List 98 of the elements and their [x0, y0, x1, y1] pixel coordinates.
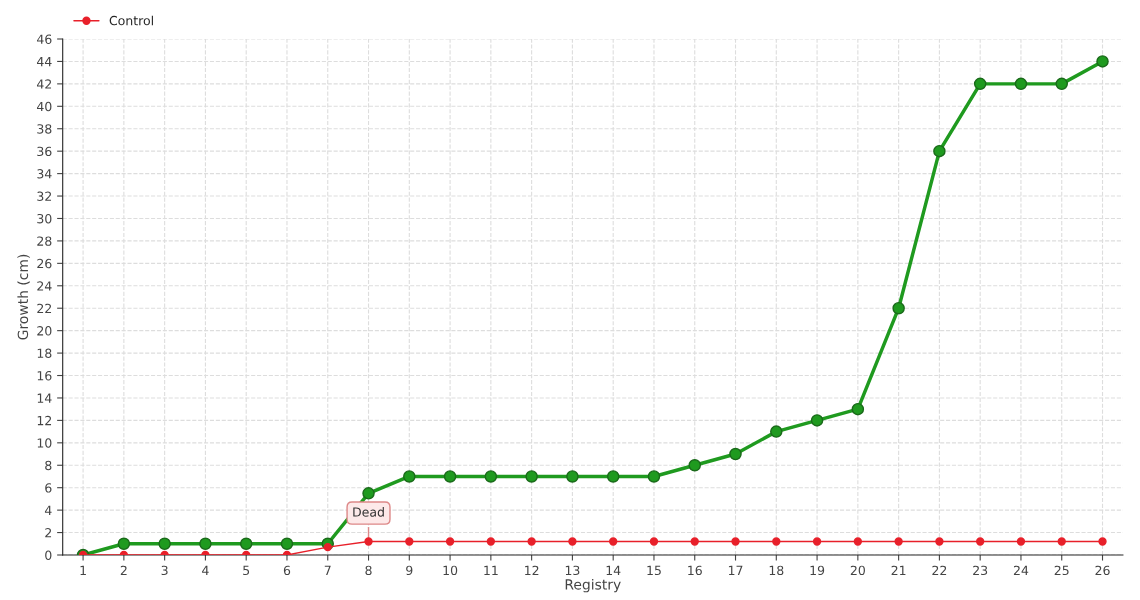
point — [199, 537, 212, 551]
point — [851, 402, 865, 416]
point — [445, 537, 455, 546]
point — [527, 537, 536, 546]
x-tick-label: 1 — [80, 565, 86, 575]
point — [1057, 537, 1066, 546]
x-tick-label: 3 — [161, 565, 168, 576]
y-tick-label: 40 — [36, 101, 52, 112]
point — [933, 144, 946, 158]
point — [731, 537, 740, 546]
y-tick-label: 20 — [37, 326, 52, 336]
x-tick-label: 10 — [443, 565, 458, 576]
x-tick-label: 14 — [606, 565, 621, 575]
point — [486, 537, 496, 546]
point — [647, 470, 661, 483]
y-tick-label: 8 — [45, 460, 52, 471]
x-tick-label: 23 — [973, 565, 988, 576]
point — [649, 537, 659, 546]
y-axis-title: Growth (cm) — [17, 254, 30, 340]
point — [323, 542, 332, 552]
point — [609, 537, 618, 546]
y-tick-label: 12 — [37, 415, 52, 426]
point — [566, 470, 579, 483]
y-tick-label: 14 — [37, 393, 52, 403]
point — [976, 537, 985, 546]
point — [405, 537, 414, 546]
x-tick-label: 21 — [891, 565, 906, 575]
y-tick-label: 36 — [37, 146, 52, 157]
x-tick-label: 5 — [243, 565, 250, 576]
legend-label: Control — [109, 15, 153, 26]
y-tick-label: 34 — [37, 169, 52, 179]
x-tick-label: 24 — [1013, 565, 1029, 575]
y-tick-label: 24 — [37, 281, 52, 291]
y-tick-label: 44 — [36, 57, 52, 67]
point — [606, 470, 620, 483]
x-tick-label: 18 — [769, 565, 784, 576]
point — [772, 537, 781, 546]
annotation: Dead — [353, 507, 384, 517]
point — [239, 537, 253, 551]
y-tick-label: 6 — [45, 483, 52, 493]
y-tick-label: 16 — [37, 370, 52, 381]
y-tick-label: 4 — [44, 505, 52, 515]
point — [443, 470, 457, 483]
point — [810, 414, 824, 427]
point — [690, 537, 699, 546]
point — [1096, 55, 1109, 68]
x-tick-label: 16 — [688, 565, 702, 576]
point — [688, 459, 701, 472]
y-tick-label: 22 — [37, 303, 52, 313]
point — [364, 537, 373, 546]
y-tick-label: 2 — [45, 528, 52, 538]
point — [853, 537, 863, 546]
x-tick-label: 25 — [1054, 565, 1069, 576]
point — [484, 470, 498, 483]
y-tick-label: 18 — [37, 348, 52, 359]
x-tick-label: 20 — [850, 565, 865, 576]
x-tick-label: 7 — [324, 565, 331, 575]
point — [117, 537, 131, 551]
y-tick-label: 26 — [37, 258, 52, 269]
y-tick-label: 32 — [37, 191, 52, 201]
y-tick-label: 10 — [37, 438, 52, 448]
point — [362, 487, 375, 500]
point — [1098, 537, 1107, 546]
point — [973, 77, 987, 91]
x-tick-label: 22 — [932, 565, 947, 575]
point — [935, 537, 944, 546]
y-tick-label: 30 — [37, 213, 52, 224]
point — [770, 425, 783, 438]
x-axis-title: Registry — [565, 578, 621, 593]
x-tick-label: 6 — [283, 565, 291, 576]
x-tick-label: 17 — [728, 565, 743, 575]
point — [1016, 537, 1026, 546]
y-tick-label: 38 — [37, 124, 52, 134]
point — [403, 470, 416, 483]
point — [158, 537, 171, 551]
y-tick-label: 28 — [37, 236, 52, 246]
point — [812, 537, 822, 546]
point — [568, 537, 577, 546]
x-tick-label: 15 — [647, 565, 661, 576]
point — [280, 537, 294, 551]
y-tick-label: 46 — [36, 34, 52, 44]
point — [1014, 77, 1028, 91]
point — [894, 537, 903, 546]
y-tick-label: 42 — [36, 79, 52, 89]
x-tick-label: 19 — [810, 565, 825, 576]
x-tick-label: 9 — [406, 565, 413, 576]
x-tick-label: 2 — [120, 565, 127, 575]
y-tick-label: 0 — [45, 550, 52, 560]
x-tick-label: 4 — [202, 565, 209, 575]
point — [525, 470, 538, 483]
x-tick-label: 8 — [365, 565, 372, 576]
x-tick-label: 13 — [565, 565, 580, 576]
x-tick-label: 12 — [525, 565, 539, 575]
point — [1055, 77, 1068, 91]
point — [892, 301, 905, 315]
point — [729, 447, 742, 461]
x-tick-label: 26 — [1095, 565, 1110, 576]
x-tick-label: 11 — [484, 565, 498, 575]
